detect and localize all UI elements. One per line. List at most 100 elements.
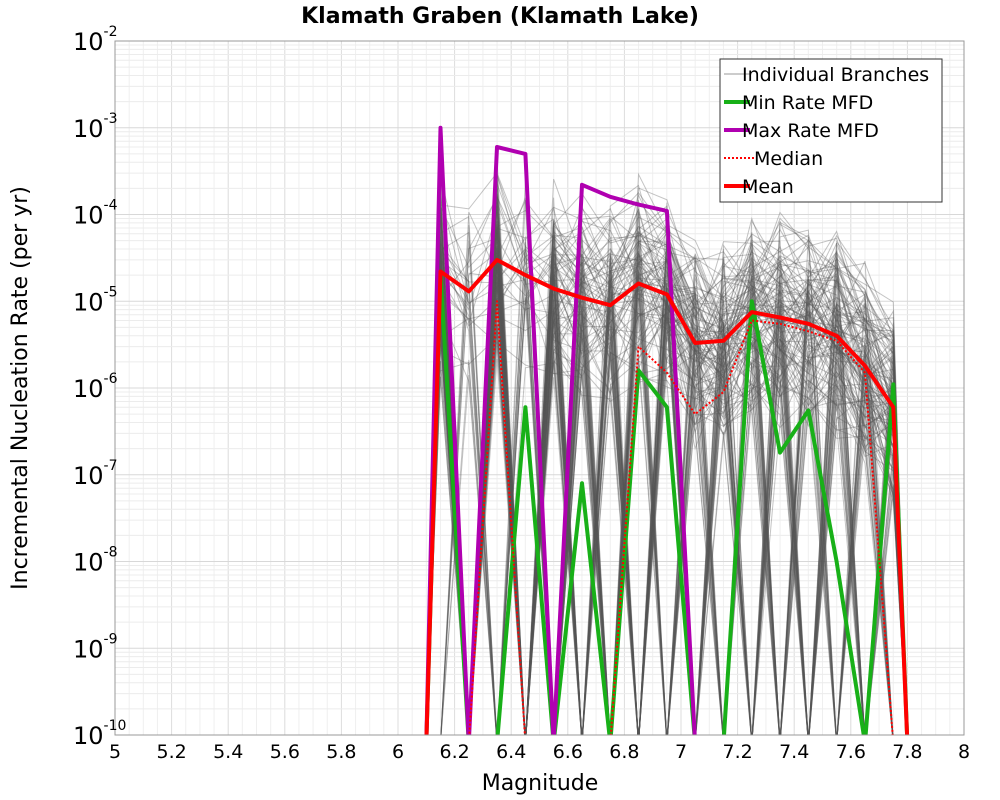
x-tick-label: 7.8 (892, 741, 922, 763)
branch-line (426, 295, 908, 735)
branch-line (426, 241, 908, 735)
branch-line (426, 284, 894, 735)
x-tick-label: 6 (392, 741, 404, 763)
legend-label: Median (754, 148, 823, 170)
y-axis-label: Incremental Nucleation Rate (per yr) (8, 186, 33, 590)
branch-line (426, 215, 908, 735)
branch-line (426, 275, 908, 735)
branch-line (426, 177, 908, 735)
x-tick-label: 7.2 (722, 741, 752, 763)
branch-line (426, 259, 908, 735)
legend-label: Min Rate MFD (742, 92, 873, 114)
branch-line (426, 264, 908, 735)
branch-line (525, 281, 908, 735)
branch-line (468, 241, 908, 735)
y-tick-label: 10-7 (73, 458, 118, 490)
branch-line (440, 251, 908, 735)
series-line-max-rate-mfd (424, 125, 697, 735)
legend: Individual Branches Min Rate MFD Max Rate … (719, 58, 943, 203)
branch-line (468, 192, 908, 735)
branch-line (426, 259, 908, 735)
legend-label: Individual Branches (742, 64, 929, 86)
branch-line (426, 268, 894, 735)
x-tick-label: 7.6 (836, 741, 866, 763)
branch-line (426, 199, 908, 735)
branch-line (426, 218, 908, 735)
branch-line (426, 259, 908, 735)
branch-line (426, 258, 894, 735)
y-tick-label: 10-2 (73, 24, 118, 56)
branch-line (426, 310, 908, 735)
branch-line (426, 282, 908, 735)
branch-line (426, 191, 908, 735)
x-tick-label: 8 (958, 741, 970, 763)
branch-line (426, 226, 894, 735)
branch-line (468, 224, 908, 735)
branch-line (440, 298, 908, 735)
branch-line (497, 258, 908, 735)
branch-line (525, 217, 908, 735)
branch-line (426, 246, 908, 735)
branch-line (426, 235, 894, 735)
branch-line (426, 216, 908, 735)
branch-line (426, 239, 908, 735)
x-tick-label: 5.4 (213, 741, 243, 763)
x-tick-labels: 5 5.2 5.4 5.6 5.8 6 6.2 6.4 6.6 6.8 7 7.2 7.4 7.6 7.8 8 (109, 741, 970, 763)
branch-line (426, 253, 908, 735)
branch-line (426, 235, 894, 735)
y-tick-label: 10-4 (73, 198, 118, 230)
branch-line (468, 206, 908, 735)
series-line-mean (424, 257, 910, 735)
branch-line (426, 255, 908, 735)
branch-line (426, 236, 908, 735)
branch-line (468, 220, 908, 735)
branch-line (468, 206, 908, 735)
x-tick-label: 6.4 (496, 741, 526, 763)
branch-line (426, 266, 894, 735)
branch-line (426, 305, 894, 735)
branch-line (553, 276, 908, 735)
branch-line (468, 271, 894, 735)
x-tick-label: 5.8 (326, 741, 356, 763)
x-tick-label: 7.4 (779, 741, 809, 763)
branch-line (426, 190, 908, 735)
branch-line (426, 286, 908, 735)
branch-line (426, 222, 894, 735)
branch-line (468, 266, 908, 735)
branch-line (426, 242, 908, 735)
branch-line (426, 243, 908, 735)
branch-line (426, 277, 893, 735)
branch-line (426, 224, 908, 735)
branch-line (468, 270, 908, 735)
branch-line (426, 273, 908, 735)
branch-line (426, 255, 908, 735)
branch-line (426, 270, 894, 735)
series-line-min-rate-mfd (424, 273, 910, 735)
branch-line (582, 308, 908, 735)
branch-line (426, 285, 908, 735)
branch-line (426, 249, 908, 735)
branch-line (468, 230, 908, 735)
branch-line (426, 265, 908, 735)
branch-line (468, 248, 908, 735)
branch-line (426, 303, 908, 735)
branch-line (426, 209, 908, 735)
branch-line (426, 221, 908, 735)
branch-line (426, 295, 908, 735)
x-tick-label: 6.8 (609, 741, 639, 763)
y-tick-label: 10-6 (73, 371, 118, 403)
x-tick-label: 5.2 (156, 741, 186, 763)
branch-line (426, 272, 908, 735)
branch-line (426, 246, 908, 735)
branch-line (426, 196, 908, 735)
branch-line (426, 201, 908, 735)
branch-line (426, 243, 908, 735)
branch-line (525, 341, 908, 735)
branch-line (440, 195, 908, 735)
branch-line (426, 248, 908, 735)
branch-line (426, 265, 908, 735)
branch-line (426, 255, 894, 735)
branch-line (426, 275, 908, 735)
y-tick-label: 10-9 (73, 631, 118, 663)
